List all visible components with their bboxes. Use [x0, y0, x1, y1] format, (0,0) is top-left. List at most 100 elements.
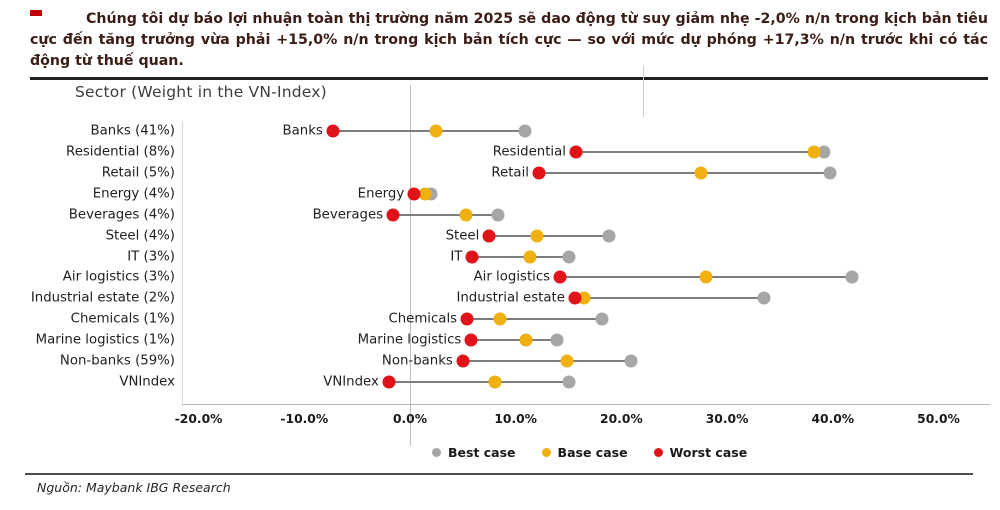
- x-tick-label: 30.0%: [705, 412, 749, 426]
- y-axis-label: Air logistics (3%): [62, 269, 175, 285]
- worst-case-dot: [456, 354, 470, 368]
- best-case-dot: [491, 208, 505, 222]
- worst-case-dot: [569, 145, 583, 159]
- base-case-dot: [459, 208, 473, 222]
- base-case-dot: [530, 229, 544, 243]
- range-connector: [575, 150, 825, 153]
- best-case-dot: [823, 166, 837, 180]
- y-axis-label: Industrial estate (2%): [30, 290, 175, 306]
- legend-item: Best case: [432, 445, 516, 460]
- worst-case-dot: [482, 229, 496, 243]
- x-tick-label: -10.0%: [280, 412, 329, 426]
- base-case-dot: [429, 124, 443, 138]
- best-case-dot: [817, 145, 831, 159]
- worst-case-dot: [464, 333, 478, 347]
- y-axis-label: Steel (4%): [105, 228, 175, 244]
- legend-label: Worst case: [669, 445, 748, 460]
- worst-case-dot: [460, 312, 474, 326]
- series-row-label: Energy: [357, 186, 405, 202]
- range-connector: [462, 360, 631, 363]
- y-axis-label: Banks (41%): [90, 123, 175, 139]
- y-axis-label: Non-banks (59%): [59, 353, 175, 369]
- worst-case-dot: [568, 291, 582, 305]
- base-case-dot: [493, 312, 507, 326]
- category-axis-line: [182, 121, 183, 404]
- legend-dot-icon: [541, 448, 551, 457]
- y-axis-label: Energy (4%): [92, 186, 175, 202]
- base-case-dot: [519, 333, 533, 347]
- series-row-label: Retail: [491, 165, 529, 181]
- column-divider-line: [643, 66, 644, 117]
- worst-case-dot: [407, 187, 421, 201]
- best-case-dot: [550, 333, 564, 347]
- series-row-label: VNIndex: [323, 374, 379, 390]
- range-connector: [471, 339, 557, 342]
- y-axis-label: Beverages (4%): [68, 207, 175, 223]
- y-axis-label: VNIndex: [119, 374, 175, 390]
- range-connector: [467, 318, 603, 321]
- range-connector: [393, 213, 498, 216]
- series-row-label: IT: [450, 249, 463, 265]
- series-row-label: Steel: [445, 228, 480, 244]
- range-connector: [574, 297, 765, 300]
- series-row-label: Non-banks: [381, 353, 453, 369]
- best-case-dot: [518, 124, 532, 138]
- red-corner-mark: [30, 10, 42, 16]
- worst-case-dot: [553, 270, 567, 284]
- range-connector: [388, 381, 569, 384]
- base-case-dot: [694, 166, 708, 180]
- chart-legend: Best case Base case Worst case: [432, 445, 747, 460]
- best-case-dot: [624, 354, 638, 368]
- worst-case-dot: [382, 375, 396, 389]
- legend-item: Base case: [541, 445, 628, 460]
- range-connector: [538, 171, 830, 174]
- footer-divider: [25, 473, 973, 475]
- worst-case-dot: [386, 208, 400, 222]
- x-axis-line: [182, 404, 990, 405]
- y-axis-label: Residential (8%): [66, 144, 175, 160]
- source-note: Nguồn: Maybank IBG Research: [37, 480, 231, 495]
- best-case-dot: [845, 270, 859, 284]
- range-connector: [472, 255, 569, 258]
- series-row-label: Residential: [492, 144, 566, 160]
- base-case-dot: [807, 145, 821, 159]
- series-row-label: Air logistics: [473, 269, 551, 285]
- x-tick-label: 10.0%: [494, 412, 538, 426]
- legend-label: Base case: [557, 445, 628, 460]
- base-case-dot: [418, 187, 432, 201]
- zero-gridline: [410, 85, 411, 446]
- base-case-dot: [577, 291, 591, 305]
- best-case-dot: [602, 229, 616, 243]
- x-tick-label: 50.0%: [917, 412, 960, 426]
- worst-case-dot: [326, 124, 340, 138]
- y-axis-label: Chemicals (1%): [70, 311, 175, 327]
- y-axis-label: IT (3%): [127, 249, 175, 265]
- legend-item: Worst case: [653, 445, 748, 460]
- base-case-dot: [560, 354, 574, 368]
- best-case-dot: [562, 375, 576, 389]
- series-row-label: Industrial estate: [456, 290, 565, 306]
- chart-title: Sector (Weight in the VN-Index): [75, 83, 327, 101]
- x-tick-label: 20.0%: [600, 412, 643, 426]
- legend-dot-icon: [653, 448, 663, 457]
- y-axis-label: Retail (5%): [101, 165, 175, 181]
- worst-case-dot: [532, 166, 546, 180]
- x-tick-label: 0.0%: [392, 412, 428, 426]
- legend-label: Best case: [448, 445, 516, 460]
- x-tick-label: 40.0%: [811, 412, 855, 426]
- series-row-label: Chemicals: [388, 311, 458, 327]
- range-connector: [489, 234, 609, 237]
- base-case-dot: [699, 270, 713, 284]
- summary-header: Chúng tôi dự báo lợi nhuận toàn thị trườ…: [30, 9, 988, 80]
- range-connector: [332, 130, 526, 132]
- best-case-dot: [595, 312, 609, 326]
- x-tick-label: -20.0%: [174, 412, 223, 426]
- summary-text: Chúng tôi dự báo lợi nhuận toàn thị trườ…: [30, 11, 988, 69]
- best-case-dot: [757, 291, 771, 305]
- best-case-dot: [562, 250, 576, 264]
- series-row-label: Beverages: [312, 207, 384, 223]
- legend-dot-icon: [432, 448, 441, 457]
- worst-case-dot: [465, 250, 479, 264]
- y-axis-label: Marine logistics (1%): [35, 332, 175, 348]
